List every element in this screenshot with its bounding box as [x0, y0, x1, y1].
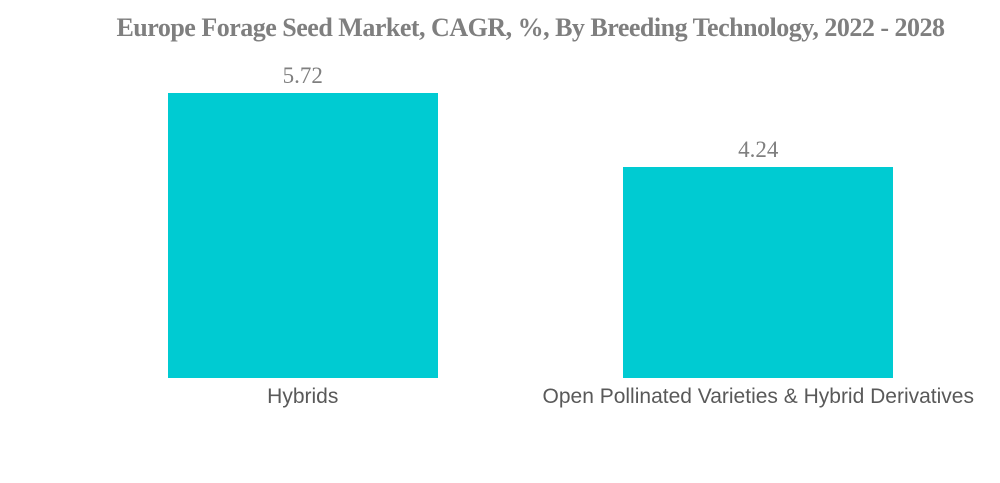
- bar-value-label-hybrids: 5.72: [282, 62, 323, 88]
- x-axis-label-open-pollinated: Open Pollinated Varieties & Hybrid Deriv…: [542, 385, 974, 408]
- bar-group-hybrids: 5.72: [75, 0, 531, 378]
- x-axis-labels: Hybrids Open Pollinated Varieties & Hybr…: [75, 385, 986, 409]
- x-axis-label-hybrids: Hybrids: [267, 385, 339, 408]
- bar-open-pollinated[interactable]: [623, 167, 894, 378]
- bar-group-open-pollinated: 4.24: [531, 0, 987, 378]
- bar-value-label-open-pollinated: 4.24: [738, 136, 779, 162]
- plot-area: 5.72 4.24: [75, 0, 986, 378]
- bar-hybrids[interactable]: [167, 93, 438, 378]
- chart-title: Europe Forage Seed Market, CAGR, %, By B…: [116, 13, 945, 42]
